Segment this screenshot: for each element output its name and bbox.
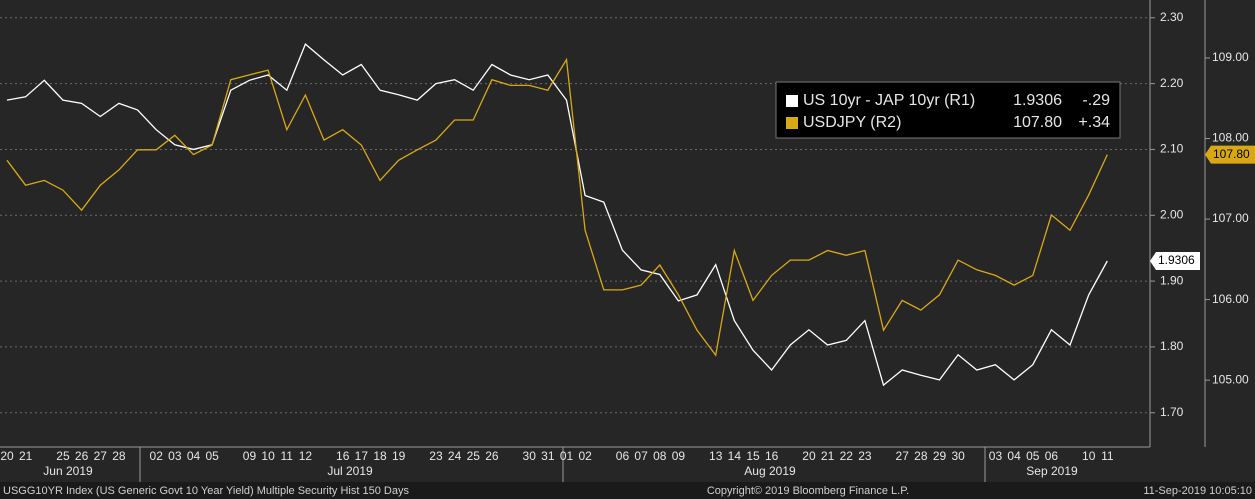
x-tick-label: 08 [653,449,667,463]
y-tick-label: 2.20 [1160,76,1184,90]
x-tick-label: 26 [75,449,89,463]
footer-bar [0,482,1255,499]
legend-swatch [786,95,798,107]
series-line [6,57,1108,357]
x-tick-label: 21 [821,449,835,463]
y2-tick-label: 106.00 [1212,292,1249,306]
y-tick-label: 1.90 [1160,273,1184,287]
y-tick-label: 2.00 [1160,207,1184,221]
x-tick-label: 27 [896,449,910,463]
x-tick-label: 05 [205,449,219,463]
month-label: Jul 2019 [327,464,373,478]
x-tick-label: 31 [541,449,555,463]
x-tick-label: 22 [840,449,854,463]
x-tick-label: 11 [1101,449,1114,463]
x-tick-label: 19 [392,449,406,463]
y2-tick-label: 108.00 [1212,131,1249,145]
series-line [6,43,1108,387]
x-tick-label: 09 [672,449,686,463]
y-tick-label: 2.30 [1160,10,1184,24]
y-tick-label: 1.80 [1160,339,1184,353]
x-tick-label: 28 [112,449,126,463]
x-tick-label: 09 [243,449,257,463]
x-tick-label: 02 [578,449,592,463]
x-tick-label: 16 [336,449,350,463]
x-tick-label: 03 [168,449,182,463]
footer-right: 11-Sep-2019 10:05:10 [1143,485,1252,497]
x-tick-label: 11 [281,449,294,463]
x-tick-label: 06 [1045,449,1059,463]
x-tick-label: 13 [709,449,723,463]
x-tick-label: 07 [634,449,648,463]
last-value-label: 1.9306 [1158,253,1195,267]
x-tick-label: 28 [914,449,928,463]
x-tick-label: 12 [299,449,313,463]
x-tick-label: 01 [560,449,574,463]
x-tick-label: 26 [485,449,499,463]
x-tick-label: 06 [616,449,630,463]
x-tick-label: 02 [150,449,164,463]
x-tick-label: 17 [355,449,369,463]
x-tick-label: 23 [858,449,872,463]
x-tick-label: 25 [56,449,70,463]
y-tick-label: 2.10 [1160,142,1184,156]
x-tick-label: 20 [0,449,14,463]
last-value-marker [1205,145,1255,164]
y2-tick-label: 109.00 [1212,50,1249,64]
last-value-tag: 107.80 [1205,145,1255,164]
month-label: Aug 2019 [744,464,796,478]
y2-tick-label: 107.00 [1212,211,1249,225]
legend-swatch [786,117,798,129]
legend-value: 107.80 [1013,114,1062,131]
x-tick-label: 29 [933,449,947,463]
footer-left: USGG10YR Index (US Generic Govt 10 Year … [3,485,409,497]
x-tick-label: 04 [1007,449,1021,463]
x-tick-label: 18 [373,449,387,463]
legend-change: -.29 [1082,92,1110,109]
month-label: Jun 2019 [43,464,93,478]
x-tick-label: 04 [187,449,201,463]
y2-tick-label: 105.00 [1212,372,1249,386]
month-label: Sep 2019 [1026,464,1078,478]
legend-label: USDJPY (R2) [803,114,901,131]
legend-value: 1.9306 [1013,92,1062,109]
x-tick-label: 03 [989,449,1003,463]
x-tick-label: 10 [261,449,275,463]
x-tick-label: 23 [429,449,443,463]
footer-center: Copyright© 2019 Bloomberg Finance L.P. [707,485,909,497]
x-tick-label: 20 [802,449,816,463]
last-value-label: 107.80 [1213,147,1250,161]
x-tick-label: 16 [765,449,779,463]
x-tick-label: 24 [448,449,462,463]
x-tick-label: 25 [467,449,481,463]
x-tick-label: 30 [523,449,537,463]
x-tick-label: 30 [951,449,965,463]
x-tick-label: 21 [19,449,33,463]
x-tick-label: 05 [1026,449,1040,463]
last-value-marker [1150,251,1200,270]
x-tick-label: 27 [94,449,108,463]
legend-label: US 10yr - JAP 10yr (R1) [803,92,975,109]
x-tick-label: 15 [746,449,760,463]
x-tick-label: 14 [728,449,742,463]
x-tick-label: 10 [1082,449,1096,463]
legend-box [775,81,1121,139]
last-value-tag: 1.9306 [1150,251,1200,270]
legend-change: +.34 [1078,114,1110,131]
legend: US 10yr - JAP 10yr (R1) 1.9306 -.29 USDJPY … [775,81,1121,139]
y-tick-label: 1.70 [1160,405,1184,419]
